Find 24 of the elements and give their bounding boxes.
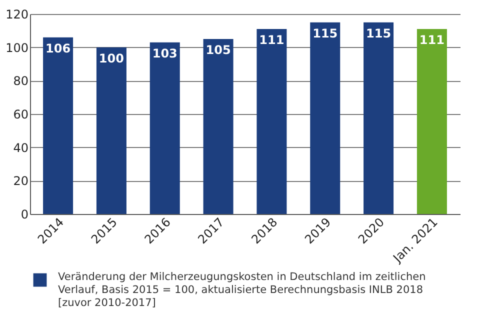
data-label: 111: [259, 33, 284, 47]
data-label: 106: [46, 41, 71, 56]
data-label: 100: [98, 51, 124, 66]
y-tick-label: 20: [13, 174, 28, 188]
bar: [416, 29, 447, 214]
y-tick-label: 80: [13, 74, 28, 88]
y-tick-label: 120: [6, 8, 28, 22]
bar: [364, 22, 394, 214]
data-label: 111: [419, 33, 444, 47]
legend-label: Veränderung der Milcherzeugungskosten in Deutschland im zeitlichen Verlauf, Basis 2015 = 100, aktualisierte Berechnungsbasis INLB 2018 [zuvor 2010-2017]: [58, 271, 426, 309]
bar: [256, 29, 287, 214]
bar: [150, 42, 180, 214]
data-label: 105: [206, 43, 231, 57]
y-tick-label: 100: [6, 40, 28, 55]
bar: [203, 39, 234, 214]
bar: [96, 47, 126, 214]
y-tick-label: 60: [13, 108, 28, 122]
bar: [43, 37, 74, 214]
data-label: 115: [312, 26, 338, 40]
bar: [310, 22, 340, 214]
data-label: 103: [152, 46, 178, 60]
data-label: 115: [366, 26, 392, 40]
y-tick-label: 40: [13, 140, 28, 155]
y-tick-label: 0: [20, 208, 28, 222]
